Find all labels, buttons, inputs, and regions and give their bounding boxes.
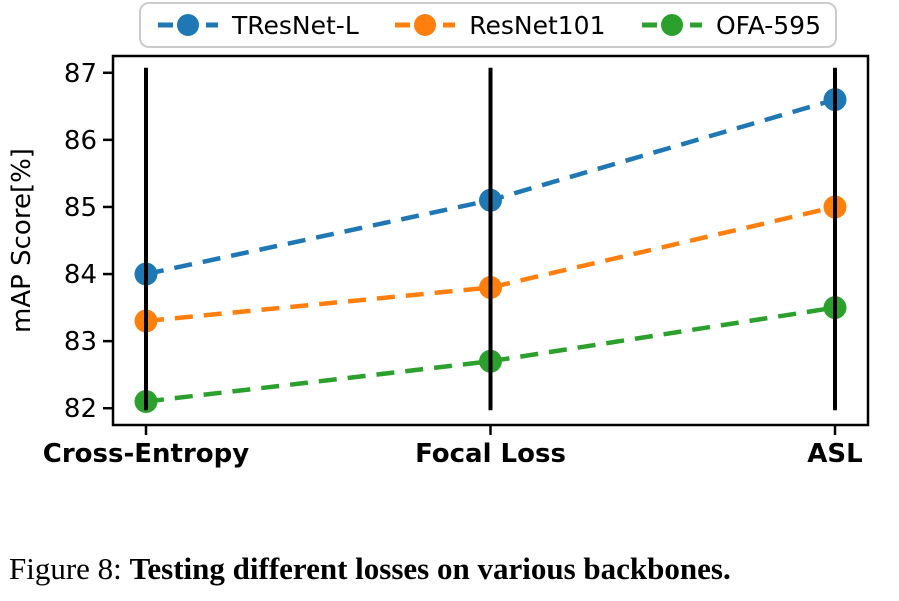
series-line-ResNet101 bbox=[145, 204, 836, 324]
x-tick-label: ASL bbox=[807, 439, 862, 469]
figure-caption: Figure 8: Testing different losses on va… bbox=[9, 551, 899, 587]
caption-title: Testing different losses on various back… bbox=[129, 551, 731, 586]
y-tick-label: 82 bbox=[64, 394, 97, 424]
legend-marker-dashed-line-circle-green bbox=[641, 14, 702, 36]
legend-label-resnet101: ResNet101 bbox=[469, 10, 606, 40]
y-tick-label: 87 bbox=[64, 59, 97, 89]
y-axis-label: mAP Score[%] bbox=[7, 148, 37, 333]
chart-legend: TResNet-L ResNet101 OFA-595 bbox=[139, 2, 837, 48]
legend-dot-ResNet101 bbox=[414, 14, 437, 36]
legend-entry-tresnet-l: TResNet-L bbox=[157, 12, 363, 38]
legend-entry-resnet101: ResNet101 bbox=[394, 12, 609, 38]
legend-dot-TResNet-L bbox=[177, 14, 199, 36]
x-tick-label: Cross-Entropy bbox=[43, 439, 250, 469]
legend-marker-dashed-line-circle-orange bbox=[395, 14, 456, 36]
y-tick-label: 84 bbox=[64, 260, 97, 290]
x-tick-label: Focal Loss bbox=[415, 439, 566, 469]
line-chart-canvas: 82 83 84 85 86 87 Cross-Entropy Focal Loss ASL mA… bbox=[7, 54, 870, 469]
y-tick-label: 85 bbox=[64, 193, 97, 223]
legend-marker-dashed-line-circle-blue bbox=[158, 14, 218, 36]
y-tick-label: 83 bbox=[64, 327, 97, 357]
legend-dot-OFA-595 bbox=[660, 14, 683, 36]
y-tick-label: 86 bbox=[64, 126, 97, 156]
legend-label-ofa-595: OFA-595 bbox=[715, 10, 821, 40]
caption-figure-number: Figure 8: bbox=[9, 551, 130, 586]
legend-label-tresnet-l: TResNet-L bbox=[232, 10, 359, 40]
legend-entry-ofa-595: OFA-595 bbox=[641, 12, 825, 38]
